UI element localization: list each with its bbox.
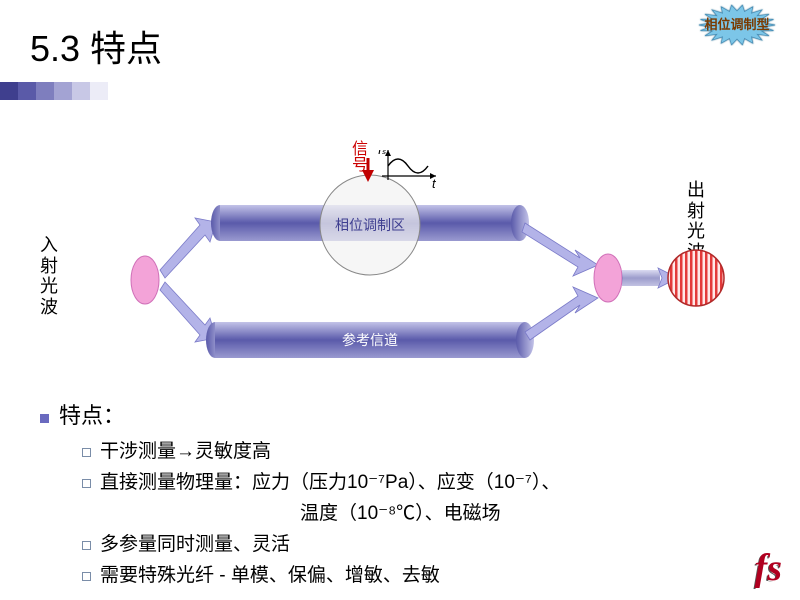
badge-starburst: 相位调制型 — [682, 4, 792, 51]
svg-text:t: t — [432, 176, 437, 191]
bullet-header: 特点： — [40, 398, 760, 430]
bullet-item: 需要特殊光纤 - 单模、保偏、增敏、去敏 — [82, 560, 760, 587]
corner-logo: fs — [755, 546, 782, 590]
bullet-item: 干涉测量→灵敏度高 — [82, 436, 760, 463]
svg-text:相位调制区: 相位调制区 — [335, 217, 405, 233]
bullet-text: 直接测量物理量：应力（压力10⁻⁷Pa）、应变（10⁻⁷）、 — [100, 467, 560, 494]
sub-bullet-marker — [82, 479, 91, 488]
bullet-text: 需要特殊光纤 - 单模、保偏、增敏、去敏 — [100, 560, 440, 587]
svg-text:相位调制型: 相位调制型 — [704, 17, 769, 32]
bullet-list: 特点： 干涉测量→灵敏度高 直接测量物理量：应力（压力10⁻⁷Pa）、应变（10… — [40, 398, 760, 591]
sub-bullet-marker — [82, 541, 91, 550]
bullet-item: 直接测量物理量：应力（压力10⁻⁷Pa）、应变（10⁻⁷）、 — [82, 467, 760, 494]
bullet-text-cont: 温度（10⁻⁸℃）、电磁场 — [300, 498, 760, 525]
starburst-svg: 相位调制型 — [682, 4, 792, 46]
bullet-marker — [40, 414, 49, 423]
sub-bullet-marker — [82, 448, 91, 457]
diagram-svg: 相位调制区 参考信道 Iₛ t — [70, 150, 730, 380]
svg-text:Iₛ: Iₛ — [378, 150, 386, 157]
svg-text:参考信道: 参考信道 — [342, 332, 398, 348]
bullet-text: 干涉测量→灵敏度高 — [100, 436, 271, 463]
bullet-text: 多参量同时测量、灵活 — [100, 529, 290, 556]
title-underline — [0, 82, 774, 100]
bullet-item: 多参量同时测量、灵活 — [82, 529, 760, 556]
label-input-wave: 入射光波 — [40, 235, 58, 318]
diagram: 入射光波 出射光波 信号 相位调制区 参考信道 — [70, 150, 730, 380]
slide-title: 5.3 特点 — [30, 20, 162, 72]
bullet-header-text: 特点： — [59, 398, 125, 430]
sub-bullet-marker — [82, 572, 91, 581]
